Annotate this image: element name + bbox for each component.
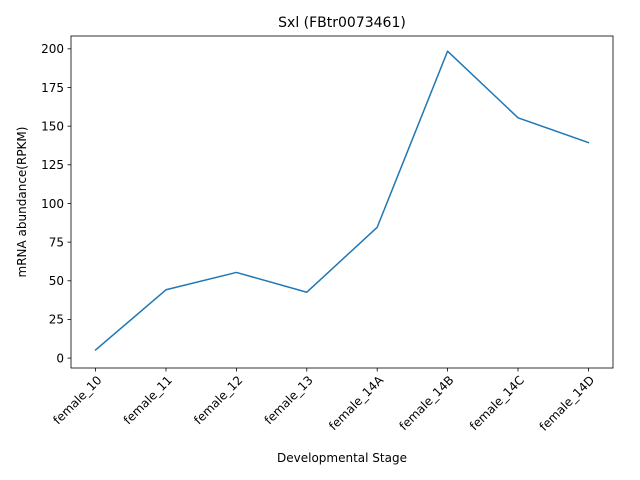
y-tick-label: 125 bbox=[41, 158, 64, 172]
x-axis-label: Developmental Stage bbox=[277, 451, 407, 465]
y-tick-label: 150 bbox=[41, 119, 64, 133]
y-axis: 0 25 50 75 100 125 150 175 200 bbox=[41, 42, 71, 365]
y-tick-label: 75 bbox=[49, 235, 64, 249]
y-tick-label: 50 bbox=[49, 274, 64, 288]
y-tick-label: 200 bbox=[41, 42, 64, 56]
y-tick-label: 0 bbox=[56, 351, 64, 365]
y-tick-label: 175 bbox=[41, 81, 64, 95]
plot-frame bbox=[70, 35, 614, 369]
plot-area bbox=[71, 36, 613, 368]
y-tick-label: 100 bbox=[41, 197, 64, 211]
y-tick-label: 25 bbox=[49, 313, 64, 327]
y-axis-label: mRNA abundance(RPKM) bbox=[15, 127, 29, 278]
series-layer bbox=[94, 50, 590, 351]
chart-title: Sxl (FBtr0073461) bbox=[278, 15, 406, 31]
series-line bbox=[94, 50, 590, 351]
